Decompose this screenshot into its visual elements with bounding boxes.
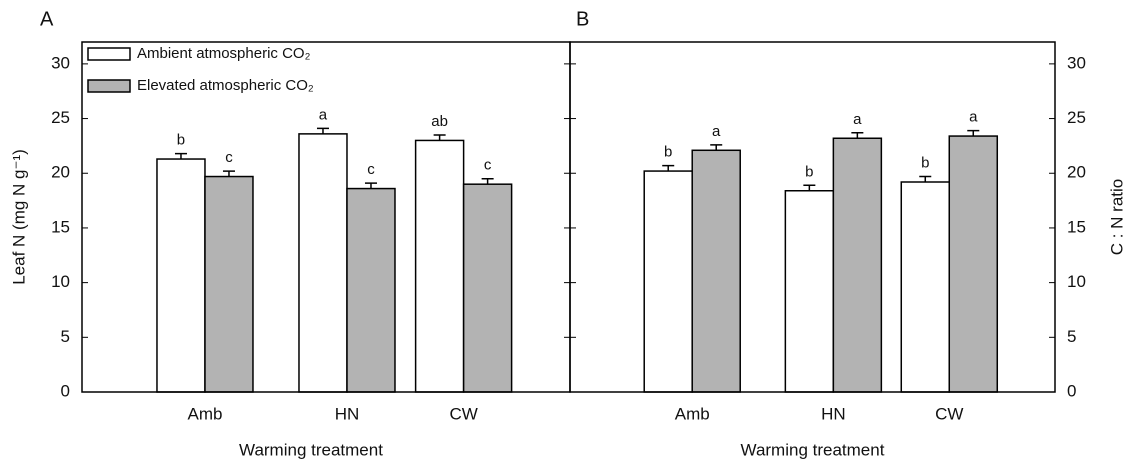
significance-letter: a xyxy=(712,123,721,140)
panel-label: B xyxy=(576,8,589,30)
y-tick-label: 10 xyxy=(51,272,70,291)
error-bar xyxy=(851,132,864,139)
legend-swatch xyxy=(87,47,131,61)
bar xyxy=(832,137,883,393)
significance-letter: b xyxy=(664,144,672,161)
error-bar xyxy=(919,175,932,182)
x-tick-label: Amb xyxy=(187,404,222,423)
bar xyxy=(691,149,741,393)
y-tick-label: 30 xyxy=(51,53,70,72)
legend-label: Ambient atmospheric CO₂ xyxy=(137,45,311,62)
legend-label: Elevated atmospheric CO₂ xyxy=(137,77,314,94)
error-bar xyxy=(433,134,446,141)
plot-frame xyxy=(569,41,1056,393)
error-bar xyxy=(316,127,329,134)
error-bar xyxy=(662,164,675,172)
y-tick-label: 0 xyxy=(1067,381,1076,400)
x-tick-label: CW xyxy=(935,404,963,423)
significance-letter: c xyxy=(367,161,375,178)
significance-letter: a xyxy=(969,109,978,126)
bar xyxy=(414,139,465,393)
error-bar xyxy=(222,170,235,177)
significance-letter: c xyxy=(484,157,492,174)
x-tick-label: Amb xyxy=(675,404,710,423)
legend-swatch xyxy=(87,79,131,93)
bar xyxy=(784,190,835,393)
error-bar xyxy=(364,182,377,189)
error-bar xyxy=(967,129,980,137)
significance-letter: ab xyxy=(431,113,448,130)
error-bar xyxy=(174,152,187,160)
bar xyxy=(346,187,396,393)
y-axis-title: Leaf N (mg N g⁻¹) xyxy=(9,149,28,285)
x-axis-title: Warming treatment xyxy=(239,440,383,459)
y-tick-label: 15 xyxy=(51,217,70,236)
bar xyxy=(643,170,693,393)
bar xyxy=(462,183,513,393)
x-tick-label: HN xyxy=(335,404,360,423)
bar xyxy=(204,175,254,393)
error-bar xyxy=(481,177,494,185)
y-tick-label: 20 xyxy=(51,163,70,182)
bar xyxy=(298,133,348,393)
significance-letter: b xyxy=(805,163,813,180)
bar xyxy=(156,158,206,393)
x-tick-label: CW xyxy=(449,404,477,423)
significance-letter: a xyxy=(319,106,328,123)
y-tick-label: 5 xyxy=(1067,327,1076,346)
y-tick-label: 25 xyxy=(1067,108,1086,127)
y-axis-title: C : N ratio xyxy=(1107,179,1126,256)
y-tick-label: 25 xyxy=(51,108,70,127)
error-bar xyxy=(803,184,816,191)
x-axis-title: Warming treatment xyxy=(741,440,885,459)
error-bar xyxy=(710,144,723,151)
significance-letter: b xyxy=(177,132,185,149)
significance-letter: c xyxy=(225,149,233,166)
y-tick-label: 0 xyxy=(61,381,70,400)
bar xyxy=(900,181,951,393)
y-tick-label: 30 xyxy=(1067,53,1086,72)
x-tick-label: HN xyxy=(821,404,846,423)
bar xyxy=(948,135,999,393)
significance-letter: b xyxy=(921,155,929,172)
panel-label: A xyxy=(40,8,54,30)
y-tick-label: 5 xyxy=(61,327,70,346)
y-tick-label: 20 xyxy=(1067,163,1086,182)
y-tick-label: 10 xyxy=(1067,272,1086,291)
y-tick-label: 15 xyxy=(1067,217,1086,236)
significance-letter: a xyxy=(853,111,862,128)
